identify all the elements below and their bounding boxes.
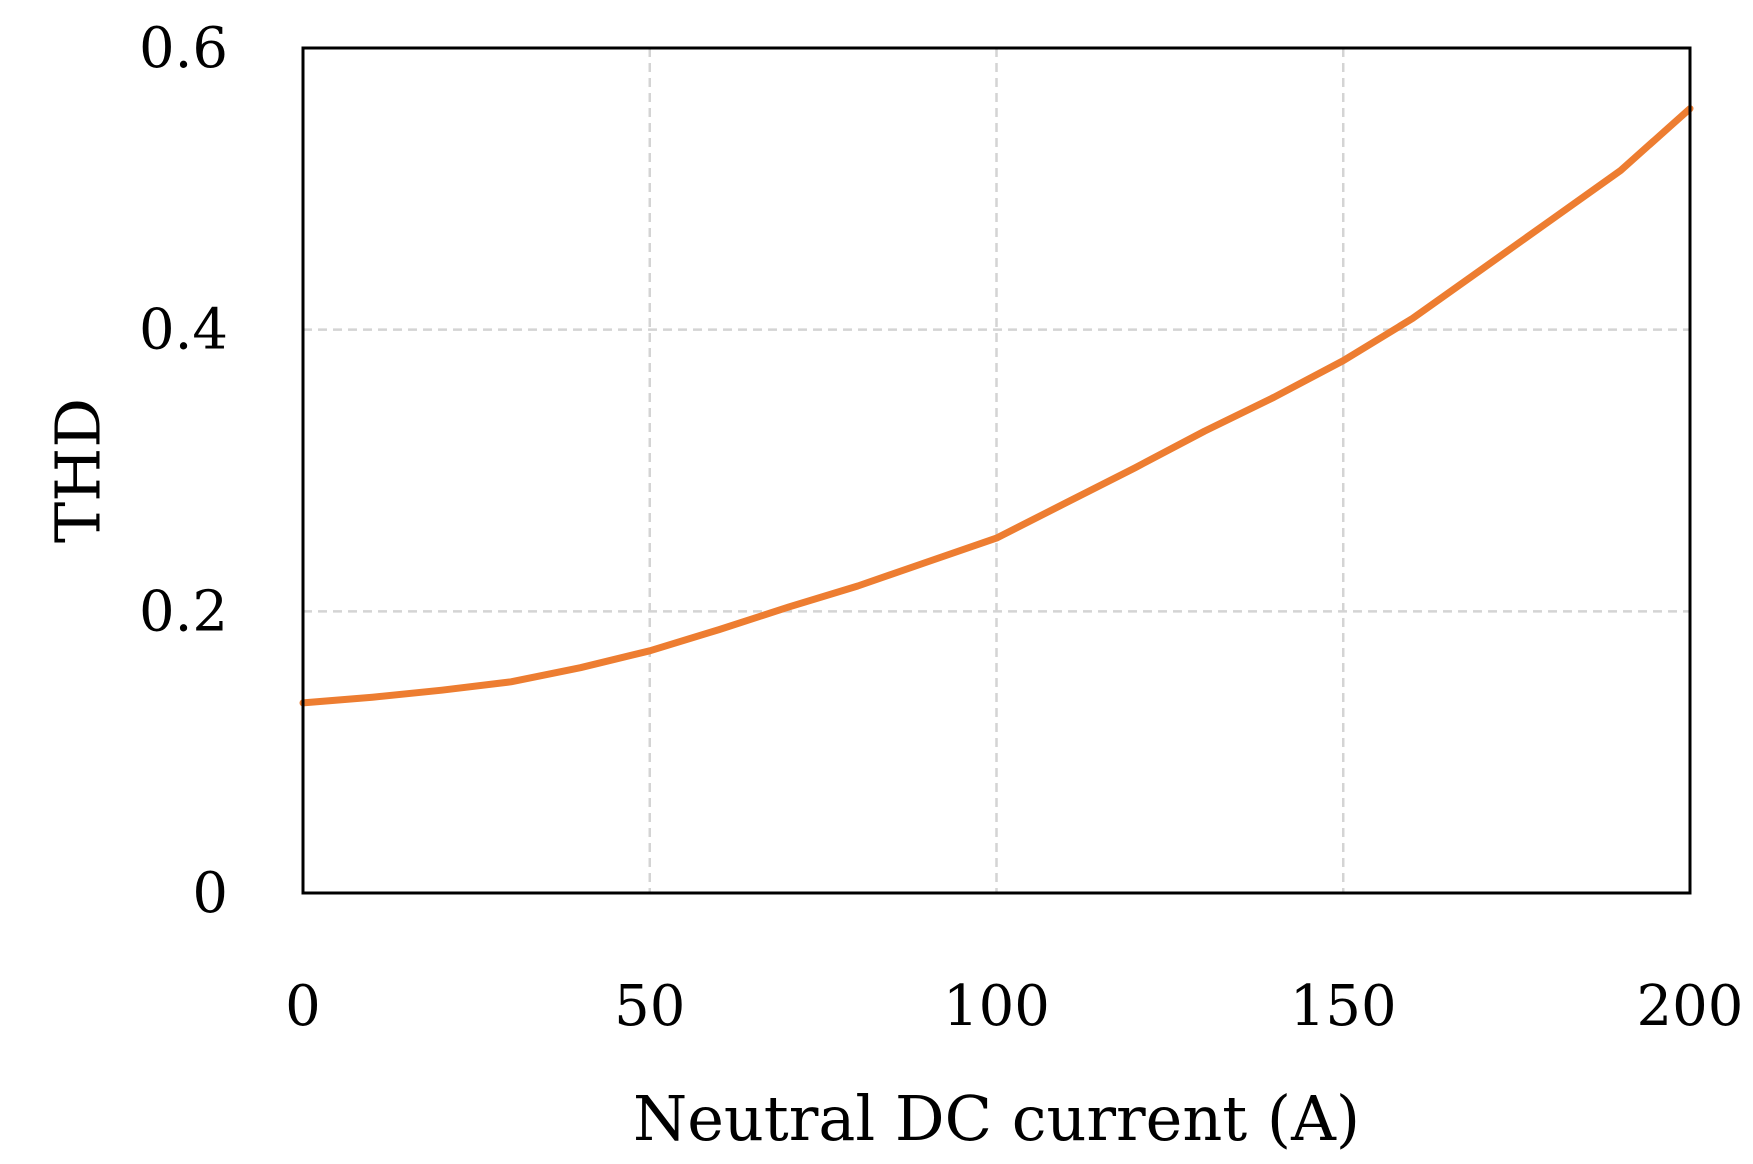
y-axis-title: THD (42, 398, 115, 543)
grid-lines (303, 48, 1690, 893)
x-tick-label: 200 (1637, 974, 1744, 1039)
x-axis-title: Neutral DC current (A) (633, 1082, 1360, 1155)
y-tick-label: 0 (192, 861, 228, 926)
x-tick-label: 0 (285, 974, 321, 1039)
series-line-1 (299, 105, 1694, 707)
series-layer (299, 105, 1694, 707)
y-tick-label: 0.2 (139, 579, 228, 644)
y-tick-label: 0.6 (139, 16, 228, 81)
y-axis-ticks: 0 0.2 0.4 0.6 (139, 16, 228, 926)
plot-frame (301, 46, 1692, 895)
x-tick-label: 150 (1290, 974, 1397, 1039)
y-tick-label: 0.4 (139, 298, 228, 363)
x-tick-label: 50 (614, 974, 685, 1039)
x-axis-ticks: 0 50 100 150 200 (285, 974, 1743, 1039)
x-tick-label: 100 (943, 974, 1050, 1039)
